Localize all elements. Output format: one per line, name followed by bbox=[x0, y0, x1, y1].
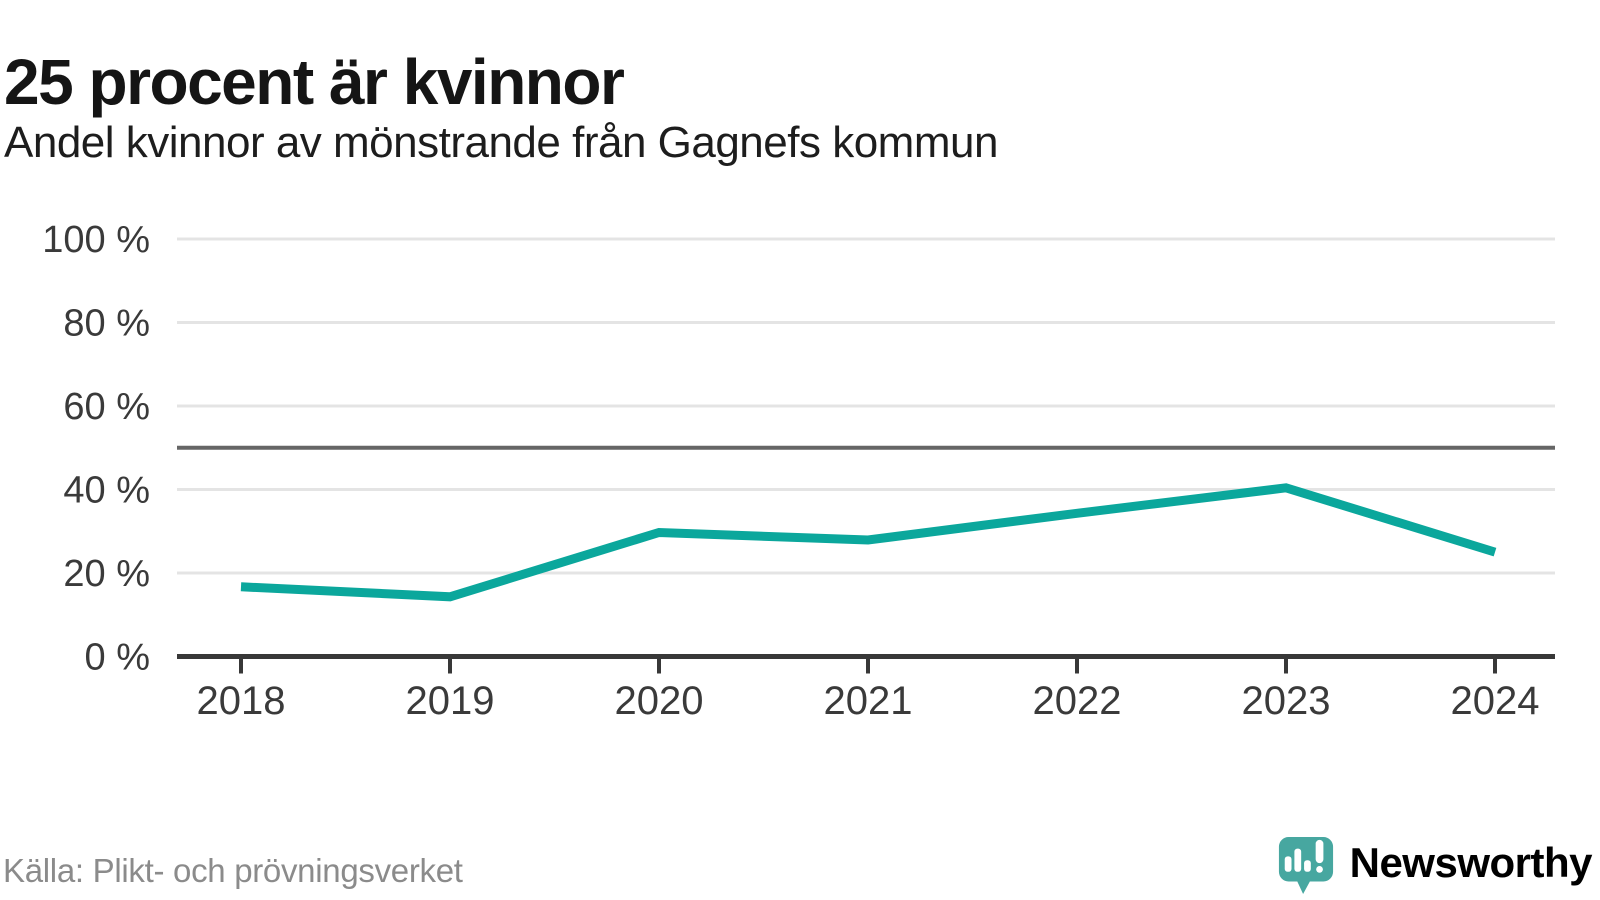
x-axis-label: 2018 bbox=[197, 679, 286, 723]
logo-bar-1 bbox=[1284, 856, 1292, 872]
brand-name: Newsworthy bbox=[1349, 839, 1593, 886]
x-axis-label: 2024 bbox=[1451, 679, 1540, 723]
logo-exclamation-bar bbox=[1315, 839, 1324, 864]
chart-subtitle: Andel kvinnor av mönstrande från Gagnefs… bbox=[4, 118, 998, 167]
y-axis-label: 60 % bbox=[63, 386, 150, 428]
source-caption: Källa: Plikt- och prövningsverket bbox=[3, 852, 463, 889]
x-axis-label: 2021 bbox=[824, 679, 913, 723]
x-axis-label: 2022 bbox=[1033, 679, 1122, 723]
y-axis-label: 80 % bbox=[63, 303, 150, 345]
logo-exclamation-dot bbox=[1315, 866, 1323, 873]
y-axis-label: 100 % bbox=[42, 219, 150, 261]
newsworthy-icon bbox=[1278, 837, 1333, 895]
newsworthy-logo: Newsworthy bbox=[1277, 834, 1593, 898]
y-axis-label: 20 % bbox=[63, 553, 150, 595]
chart-title: 25 procent är kvinnor bbox=[4, 45, 625, 118]
data-line bbox=[240, 483, 1497, 602]
y-axis-label: 40 % bbox=[63, 470, 150, 512]
x-axis-label: 2020 bbox=[615, 679, 704, 723]
x-axis-label: 2019 bbox=[406, 679, 495, 723]
y-axis-label: 0 % bbox=[85, 637, 150, 679]
logo-bar-2 bbox=[1294, 848, 1301, 872]
x-axis-label: 2023 bbox=[1242, 679, 1331, 723]
logo-bar-3 bbox=[1303, 860, 1311, 872]
